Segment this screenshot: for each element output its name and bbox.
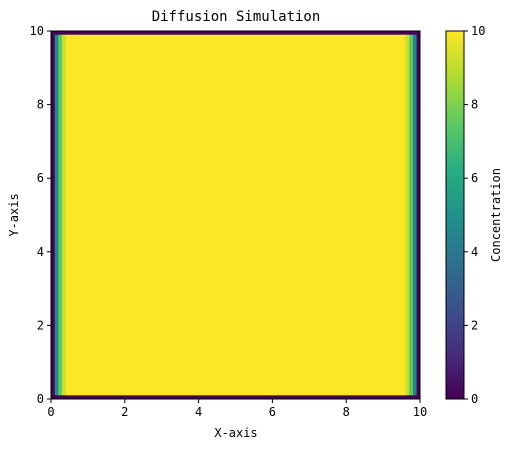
heatmap-edge-column: [408, 31, 413, 399]
y-tick-label: 2: [37, 318, 44, 332]
x-axis-label: X-axis: [214, 426, 257, 440]
heatmap-edge-column: [405, 31, 410, 399]
heatmap-edge-column: [58, 31, 63, 399]
heatmap-top-row: [51, 31, 420, 35]
y-tick-label: 0: [37, 392, 44, 406]
colorbar: [445, 30, 465, 400]
x-tick-label: 6: [269, 405, 276, 419]
colorbar-tick-label: 8: [471, 98, 478, 112]
plot-frame: [50, 30, 421, 400]
heatmap-bottom-row: [51, 395, 420, 399]
heatmap-edge-column: [412, 31, 417, 399]
colorbar-label: Concentration: [489, 168, 503, 262]
chart-title: Diffusion Simulation: [152, 9, 321, 25]
y-tick-label: 4: [37, 245, 44, 259]
colorbar-tick-label: 6: [471, 171, 478, 185]
x-tick-label: 10: [413, 405, 427, 419]
colorbar-axis: 0 2 4 6 8 10: [464, 24, 485, 406]
heatmap-edge-column: [51, 31, 55, 399]
x-axis: 0 2 4 6 8 10: [47, 399, 427, 419]
y-axis-label: Y-axis: [7, 193, 21, 236]
heatmap: [51, 31, 421, 399]
x-tick-label: 2: [121, 405, 128, 419]
y-tick-label: 6: [37, 171, 44, 185]
heatmap-edge-column: [62, 31, 67, 399]
x-tick-label: 0: [47, 405, 54, 419]
colorbar-tick-label: 2: [471, 318, 478, 332]
colorbar-tick-label: 0: [471, 392, 478, 406]
y-tick-label: 8: [37, 98, 44, 112]
y-axis: 0 2 4 6 8 10: [30, 24, 51, 406]
colorbar-tick-label: 10: [471, 24, 485, 38]
heatmap-edge-column: [416, 31, 421, 399]
heatmap-interior: [51, 31, 420, 399]
heatmap-edge-column: [54, 31, 59, 399]
x-tick-label: 4: [195, 405, 202, 419]
y-tick-label: 10: [30, 24, 44, 38]
colorbar-tick-label: 4: [471, 245, 478, 259]
x-tick-label: 8: [343, 405, 350, 419]
